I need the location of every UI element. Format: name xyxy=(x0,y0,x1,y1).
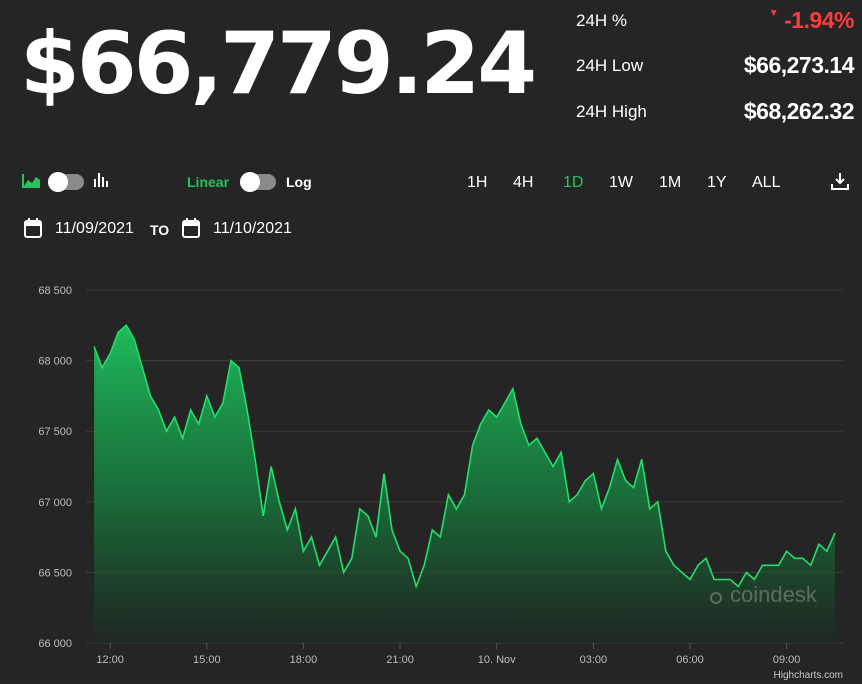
range-1m-button[interactable]: 1M xyxy=(659,174,682,191)
x-tick-label: 03:00 xyxy=(580,654,608,666)
range-1h-button[interactable]: 1H xyxy=(467,174,488,191)
range-1y-button[interactable]: 1Y xyxy=(707,174,727,191)
stat-row-low: 24H Low $66,273.14 xyxy=(576,50,855,80)
calendar-icon[interactable] xyxy=(182,218,200,238)
date-from[interactable]: 11/09/2021 xyxy=(55,220,134,237)
range-all-button[interactable]: ALL xyxy=(752,174,781,191)
y-tick-label: 67 000 xyxy=(38,497,72,509)
y-tick-label: 68 500 xyxy=(38,285,72,297)
high-label: 24H High xyxy=(576,102,647,121)
x-tick-label: 10. Nov xyxy=(478,654,516,666)
linear-label[interactable]: Linear xyxy=(187,174,230,190)
price-area xyxy=(94,325,835,643)
bar-chart-icon[interactable] xyxy=(94,173,108,187)
chart-type-toggle[interactable] xyxy=(48,172,84,192)
y-tick-label: 66 000 xyxy=(38,638,72,650)
date-range: 11/09/2021 TO 11/10/2021 xyxy=(0,216,862,246)
scale-toggle-knob xyxy=(240,172,260,192)
date-to[interactable]: 11/10/2021 xyxy=(213,220,292,237)
x-tick-label: 12:00 xyxy=(96,654,124,666)
y-axis: 66 000 66 500 67 000 67 500 68 000 68 500 xyxy=(38,285,72,650)
high-value: $68,262.32 xyxy=(743,98,855,124)
price-chart: 66 000 66 500 67 000 67 500 68 000 68 500 12:… xyxy=(38,285,843,681)
range-1d-button[interactable]: 1D xyxy=(563,174,584,191)
down-triangle-icon: ▼ xyxy=(768,8,779,19)
chart-controls: Linear Log 1H 4H 1D 1W 1M 1Y ALL xyxy=(0,168,862,198)
watermark-text: coindesk xyxy=(730,582,818,607)
change-value-wrap: ▼ -1.94% xyxy=(768,7,855,34)
x-tick-label: 09:00 xyxy=(773,654,801,666)
change-label: 24H % xyxy=(576,11,628,30)
highcharts-credit[interactable]: Highcharts.com xyxy=(774,670,843,681)
download-icon[interactable] xyxy=(831,172,849,190)
x-tick-label: 18:00 xyxy=(290,654,318,666)
y-tick-label: 67 500 xyxy=(38,426,72,438)
current-price: $66,779.24 xyxy=(20,14,537,114)
low-label: 24H Low xyxy=(576,56,644,75)
range-4h-button[interactable]: 4H xyxy=(513,174,534,191)
stat-row-high: 24H High $68,262.32 xyxy=(576,96,855,126)
price-line xyxy=(93,324,836,590)
calendar-icon[interactable] xyxy=(24,218,42,238)
stat-row-change: 24H % ▼ -1.94% xyxy=(576,5,854,35)
area-chart-icon[interactable] xyxy=(22,174,40,188)
low-value: $66,273.14 xyxy=(743,52,855,78)
toggle-knob xyxy=(48,172,68,192)
coindesk-watermark: coindesk xyxy=(710,582,818,607)
x-tick-label: 21:00 xyxy=(386,654,414,666)
log-label[interactable]: Log xyxy=(286,174,312,190)
date-to-label: TO xyxy=(150,222,170,238)
change-value: -1.94% xyxy=(784,7,854,33)
x-tick-label: 06:00 xyxy=(676,654,704,666)
y-tick-label: 66 500 xyxy=(38,567,72,579)
x-tick-label: 15:00 xyxy=(193,654,221,666)
range-1w-button[interactable]: 1W xyxy=(609,174,633,191)
x-axis: 12:00 15:00 18:00 21:00 10. Nov 03:00 06:00 09:… xyxy=(96,643,800,666)
y-tick-label: 68 000 xyxy=(38,356,72,368)
scale-toggle[interactable] xyxy=(240,172,276,192)
